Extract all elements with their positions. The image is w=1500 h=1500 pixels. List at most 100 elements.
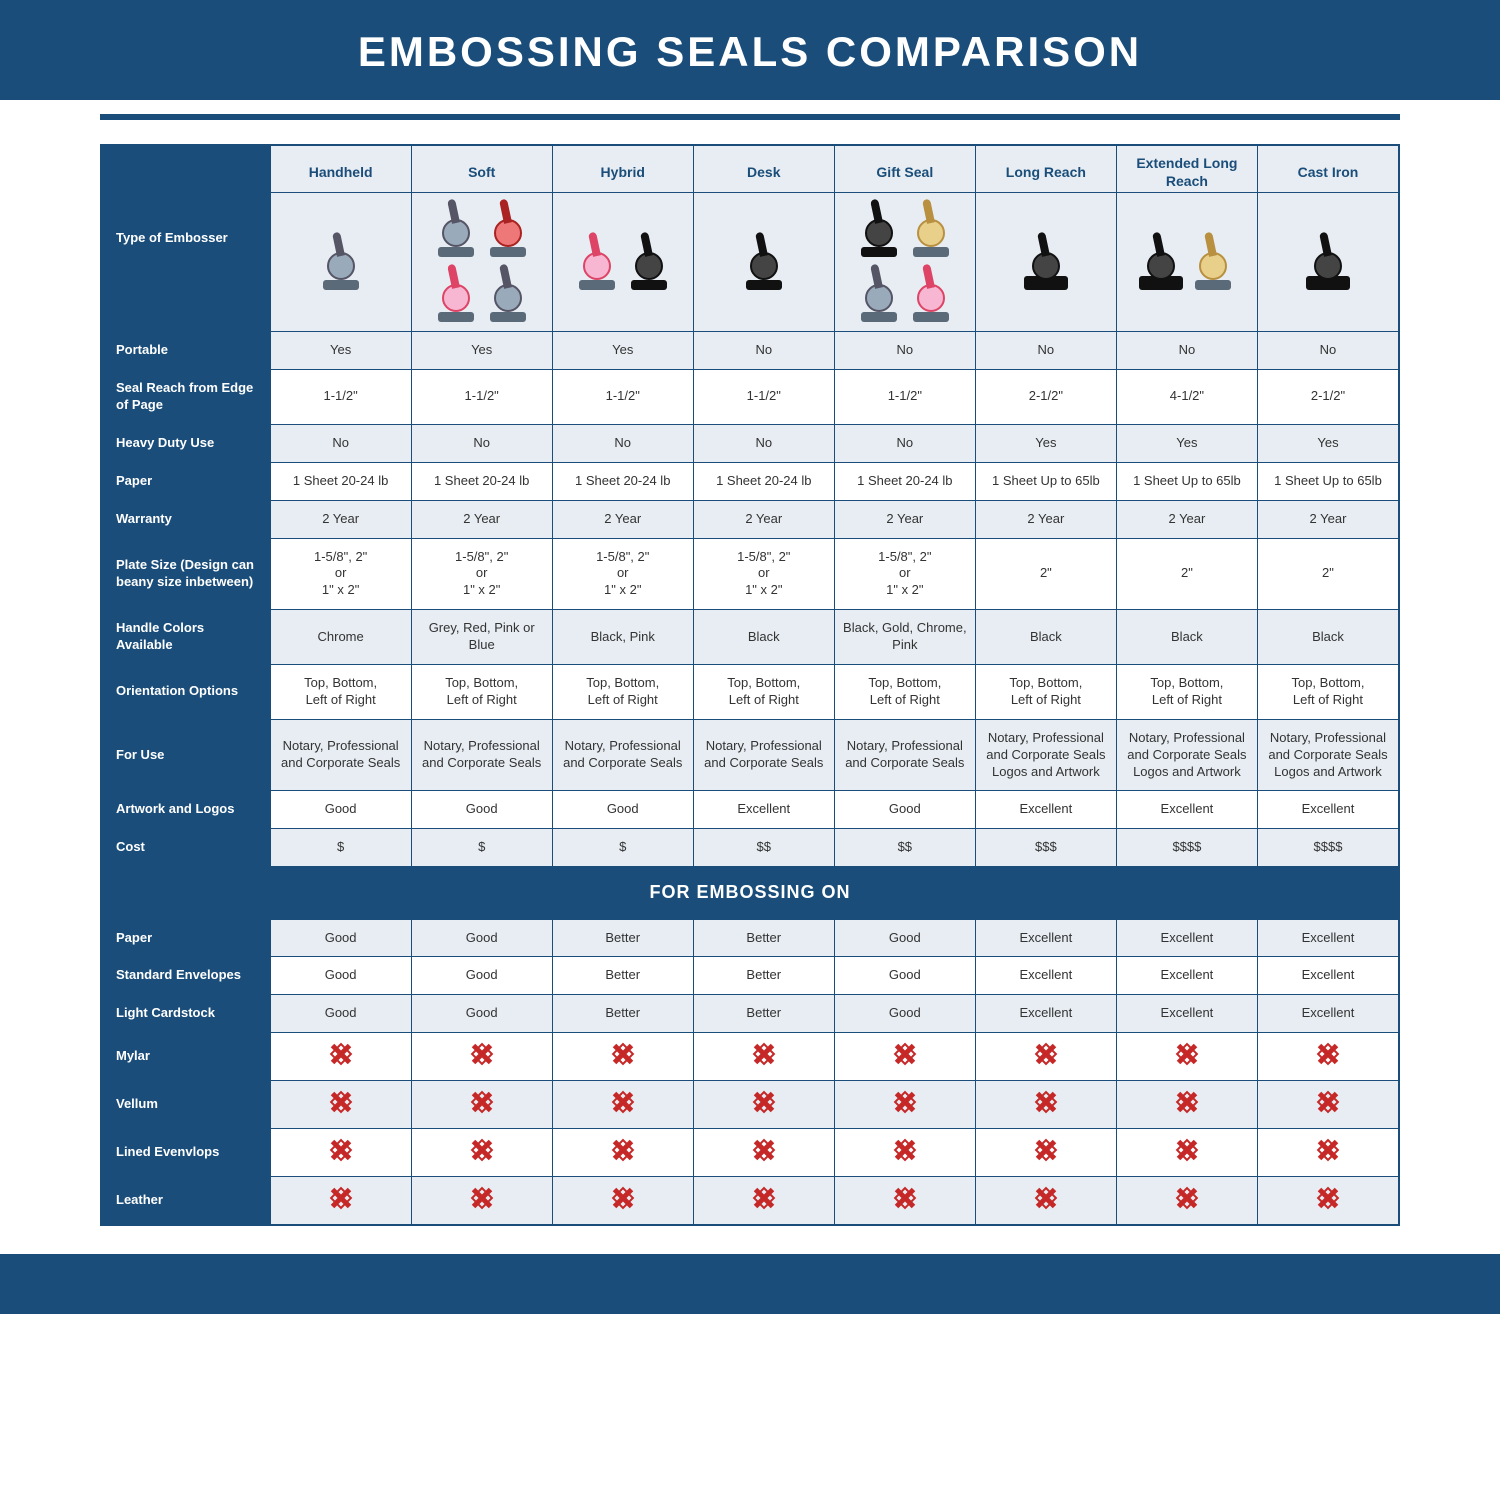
table-cell: Excellent — [1116, 919, 1257, 957]
table-cell: Black — [1116, 610, 1257, 665]
embosser-icon — [484, 197, 532, 257]
row-label: Standard Envelopes — [102, 957, 271, 995]
row-label: Portable — [102, 332, 271, 370]
table-cell — [975, 1176, 1116, 1224]
table-cell: Top, Bottom,Left of Right — [693, 664, 834, 719]
table-cell: Yes — [1257, 424, 1398, 462]
table-cell: No — [1257, 332, 1398, 370]
embosser-icon — [855, 197, 903, 257]
table-cell — [1257, 1129, 1398, 1177]
embosser-icon — [317, 230, 365, 290]
not-recommended-icon — [894, 1187, 916, 1209]
not-recommended-icon — [753, 1187, 775, 1209]
table-cell — [693, 1176, 834, 1224]
table-cell: 2" — [975, 538, 1116, 610]
table-cell: Yes — [1116, 424, 1257, 462]
embosser-icon — [855, 262, 903, 322]
table-cell: Top, Bottom,Left of Right — [975, 664, 1116, 719]
table-cell: Notary, Professional and Corporate Seals — [411, 719, 552, 791]
table-cell: 2 Year — [693, 500, 834, 538]
row-label: Vellum — [102, 1081, 271, 1129]
table-row: For UseNotary, Professional and Corporat… — [102, 719, 1399, 791]
embosser-icon — [432, 262, 480, 322]
table-cell: Yes — [552, 332, 693, 370]
table-cell — [1116, 1081, 1257, 1129]
table-cell: $$$$ — [1116, 829, 1257, 867]
table-cell: Good — [270, 957, 411, 995]
table-cell: Better — [693, 995, 834, 1033]
table-cell: Black — [693, 610, 834, 665]
embosser-icon — [1022, 230, 1070, 290]
table-row: Leather — [102, 1176, 1399, 1224]
embosser-icon — [484, 262, 532, 322]
not-recommended-icon — [471, 1091, 493, 1113]
table-cell: 1-5/8", 2"or1" x 2" — [552, 538, 693, 610]
table-cell: Black — [1257, 610, 1398, 665]
table-cell: Good — [411, 957, 552, 995]
product-image-cell — [975, 193, 1116, 332]
product-image-cell — [834, 193, 975, 332]
table-cell — [1257, 1176, 1398, 1224]
table-cell: Excellent — [1116, 995, 1257, 1033]
table-cell: $$$$ — [1257, 829, 1398, 867]
embosser-icon — [907, 197, 955, 257]
table-cell: 2 Year — [270, 500, 411, 538]
not-recommended-icon — [894, 1091, 916, 1113]
table-cell: Excellent — [975, 957, 1116, 995]
table-cell — [1257, 1033, 1398, 1081]
embosser-icon — [1137, 230, 1185, 290]
not-recommended-icon — [612, 1139, 634, 1161]
product-image-cell — [411, 193, 552, 332]
table-cell: Excellent — [1257, 919, 1398, 957]
row-label: Orientation Options — [102, 664, 271, 719]
not-recommended-icon — [330, 1043, 352, 1065]
table-cell: 2-1/2" — [1257, 370, 1398, 425]
table-cell: 2-1/2" — [975, 370, 1116, 425]
table-cell: Excellent — [975, 919, 1116, 957]
not-recommended-icon — [1317, 1187, 1339, 1209]
row-label: Warranty — [102, 500, 271, 538]
table-cell: Good — [411, 995, 552, 1033]
table-cell: Better — [693, 919, 834, 957]
table-cell: 2" — [1116, 538, 1257, 610]
not-recommended-icon — [1176, 1091, 1198, 1113]
not-recommended-icon — [1035, 1187, 1057, 1209]
table-cell — [1116, 1176, 1257, 1224]
not-recommended-icon — [1035, 1043, 1057, 1065]
table-cell: 1 Sheet 20-24 lb — [270, 462, 411, 500]
table-cell: 1 Sheet Up to 65lb — [1116, 462, 1257, 500]
not-recommended-icon — [1176, 1187, 1198, 1209]
not-recommended-icon — [1035, 1139, 1057, 1161]
col-head: Cast Iron — [1257, 146, 1398, 193]
table-cell — [975, 1033, 1116, 1081]
not-recommended-icon — [612, 1091, 634, 1113]
product-image-cell — [270, 193, 411, 332]
table-cell: Excellent — [975, 995, 1116, 1033]
table-cell: 1-5/8", 2"or1" x 2" — [411, 538, 552, 610]
table-cell: Top, Bottom,Left of Right — [270, 664, 411, 719]
table-cell: No — [834, 424, 975, 462]
col-head: Handheld — [270, 146, 411, 193]
not-recommended-icon — [894, 1043, 916, 1065]
page-title: EMBOSSING SEALS COMPARISON — [0, 0, 1500, 100]
table-cell: 2" — [1257, 538, 1398, 610]
not-recommended-icon — [753, 1091, 775, 1113]
table-cell: No — [1116, 332, 1257, 370]
table-cell: No — [270, 424, 411, 462]
footer-band — [0, 1254, 1500, 1314]
table-cell: No — [975, 332, 1116, 370]
table-cell: Good — [270, 919, 411, 957]
table-row: Cost$$$$$$$$$$$$$$$$$$ — [102, 829, 1399, 867]
table-cell: 1 Sheet Up to 65lb — [975, 462, 1116, 500]
row-label: Paper — [102, 462, 271, 500]
table-cell — [1257, 1081, 1398, 1129]
table-row: Warranty2 Year2 Year2 Year2 Year2 Year2 … — [102, 500, 1399, 538]
table-cell: Excellent — [1257, 791, 1398, 829]
table-cell: Good — [270, 995, 411, 1033]
table-cell — [693, 1081, 834, 1129]
table-cell: Black — [975, 610, 1116, 665]
table-cell: Top, Bottom,Left of Right — [552, 664, 693, 719]
table-cell: Notary, Professional and Corporate Seals — [270, 719, 411, 791]
table-cell: Good — [834, 791, 975, 829]
table-cell: Black, Pink — [552, 610, 693, 665]
